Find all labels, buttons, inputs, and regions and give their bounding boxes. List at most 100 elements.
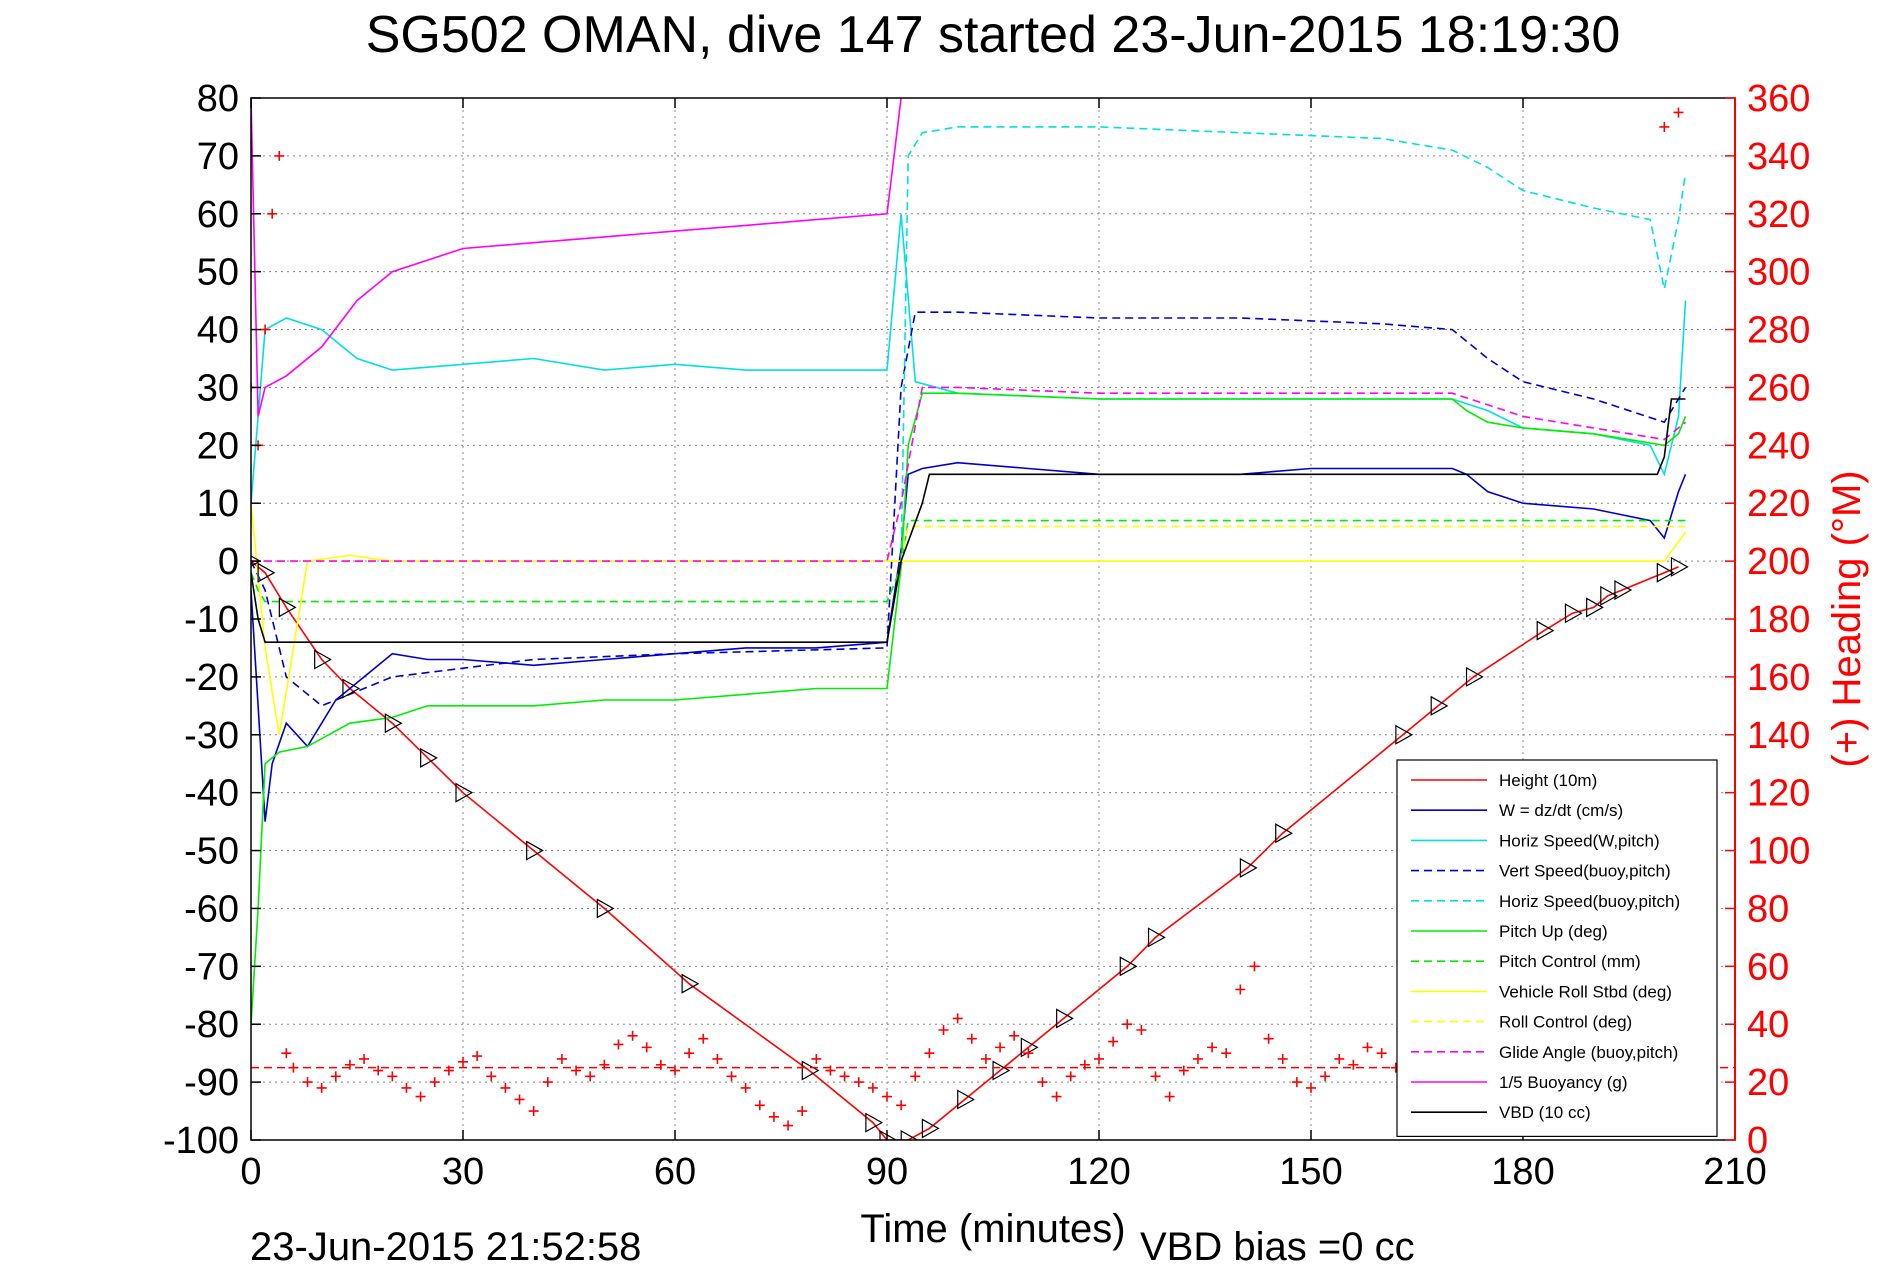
height-marker: [257, 562, 276, 583]
legend-label: Pitch Control (mm): [1499, 952, 1641, 971]
x-tick-label: 210: [1703, 1151, 1766, 1193]
height-marker: [1020, 1037, 1039, 1058]
height-marker: [314, 649, 332, 670]
heading-marker: [571, 1065, 582, 1076]
height-marker: [1670, 556, 1689, 577]
right-y-tick-label: 180: [1747, 599, 1810, 641]
heading-marker: [330, 1071, 341, 1082]
height-marker: [1275, 823, 1293, 844]
series-line-3: [251, 311, 1687, 707]
legend-label: Horiz Speed(W,pitch): [1499, 831, 1660, 850]
height-marker: [957, 1089, 975, 1110]
series-line-0: [251, 560, 1679, 1140]
heading-marker: [811, 1053, 822, 1064]
right-y-tick-label: 100: [1747, 831, 1810, 873]
right-y-tick-label: 60: [1747, 946, 1789, 988]
series-line-10: [251, 98, 902, 417]
heading-marker: [1249, 961, 1260, 972]
height-marker: [1056, 1008, 1074, 1029]
height-marker: [1600, 585, 1619, 606]
heading-marker: [1136, 1025, 1147, 1036]
heading-marker: [500, 1082, 511, 1093]
heading-marker: [274, 150, 285, 161]
heading-marker: [655, 1059, 666, 1070]
heading-marker: [1348, 1059, 1359, 1070]
y-tick-label: -70: [184, 946, 239, 988]
legend-label: Glide Angle (buoy,pitch): [1499, 1043, 1678, 1062]
series-line-9: [251, 386, 1687, 562]
heading-marker: [429, 1077, 440, 1088]
height-marker: [1656, 562, 1675, 583]
right-axis-label: (+) Heading (°M): [1825, 470, 1869, 767]
heading-marker: [1023, 1048, 1034, 1059]
heading-marker: [1108, 1036, 1119, 1047]
right-y-tick-label: 160: [1747, 657, 1810, 699]
heading-marker: [316, 1082, 327, 1093]
heading-marker: [995, 1042, 1006, 1053]
height-marker: [1586, 597, 1604, 618]
heading-marker: [401, 1082, 412, 1093]
x-tick-label: 90: [866, 1151, 908, 1193]
heading-marker: [1178, 1065, 1189, 1076]
heading-marker: [542, 1077, 553, 1088]
heading-marker: [458, 1056, 468, 1067]
height-marker: [1147, 927, 1166, 948]
height-marker: [1536, 620, 1555, 641]
heading-marker: [1291, 1077, 1302, 1088]
height-marker: [420, 747, 438, 768]
heading-marker: [910, 1071, 921, 1082]
height-marker: [1564, 603, 1583, 624]
height-marker: [1395, 724, 1414, 745]
right-y-tick-label: 120: [1747, 773, 1810, 815]
height-marker: [1119, 956, 1138, 977]
right-y-tick-label: 200: [1747, 541, 1810, 583]
heading-marker: [783, 1120, 794, 1131]
heading-marker: [966, 1033, 977, 1044]
right-y-tick-label: 260: [1747, 367, 1810, 409]
heading-marker: [1192, 1053, 1203, 1064]
height-marker: [526, 840, 544, 861]
right-y-tick-label: 300: [1747, 252, 1810, 294]
heading-marker: [514, 1094, 525, 1105]
heading-marker: [797, 1106, 808, 1117]
legend-label: VBD (10 cc): [1499, 1103, 1591, 1122]
right-y-tick-label: 220: [1747, 483, 1810, 525]
heading-marker: [344, 1059, 355, 1070]
heading-marker: [712, 1053, 723, 1064]
y-tick-label: -50: [184, 831, 239, 873]
heading-marker: [627, 1030, 638, 1041]
heading-marker: [1122, 1019, 1133, 1030]
legend-label: 1/5 Buoyancy (g): [1499, 1073, 1628, 1092]
heading-marker: [938, 1025, 949, 1036]
heading-marker: [613, 1039, 624, 1050]
heading-marker: [1009, 1030, 1020, 1041]
y-tick-label: -80: [184, 1004, 239, 1046]
right-y-tick-label: 40: [1747, 1004, 1789, 1046]
heading-marker: [387, 1071, 398, 1082]
heading-marker: [1065, 1071, 1076, 1082]
y-tick-label: 0: [218, 541, 239, 583]
y-tick-label: 20: [197, 425, 239, 467]
right-y-tick-label: 280: [1747, 310, 1810, 352]
legend-box: [1396, 759, 1718, 1137]
height-marker: [384, 713, 403, 734]
heading-marker: [1362, 1042, 1373, 1053]
x-tick-label: 120: [1067, 1151, 1130, 1193]
height-marker: [251, 555, 262, 567]
y-tick-label: 70: [197, 136, 239, 178]
heading-marker: [896, 1100, 907, 1111]
heading-marker: [952, 1013, 963, 1024]
right-y-tick-label: 80: [1747, 888, 1789, 930]
heading-marker: [288, 1062, 299, 1073]
height-marker: [801, 1060, 820, 1081]
heading-marker: [980, 1053, 991, 1064]
heading-marker: [853, 1077, 864, 1088]
x-tick-label: 180: [1491, 1151, 1554, 1193]
heading-marker: [415, 1091, 426, 1102]
heading-marker: [556, 1053, 567, 1064]
height-marker: [342, 678, 361, 699]
footer-vbd-bias: VBD bias =0 cc: [1140, 1225, 1415, 1262]
heading-marker: [1164, 1091, 1175, 1102]
